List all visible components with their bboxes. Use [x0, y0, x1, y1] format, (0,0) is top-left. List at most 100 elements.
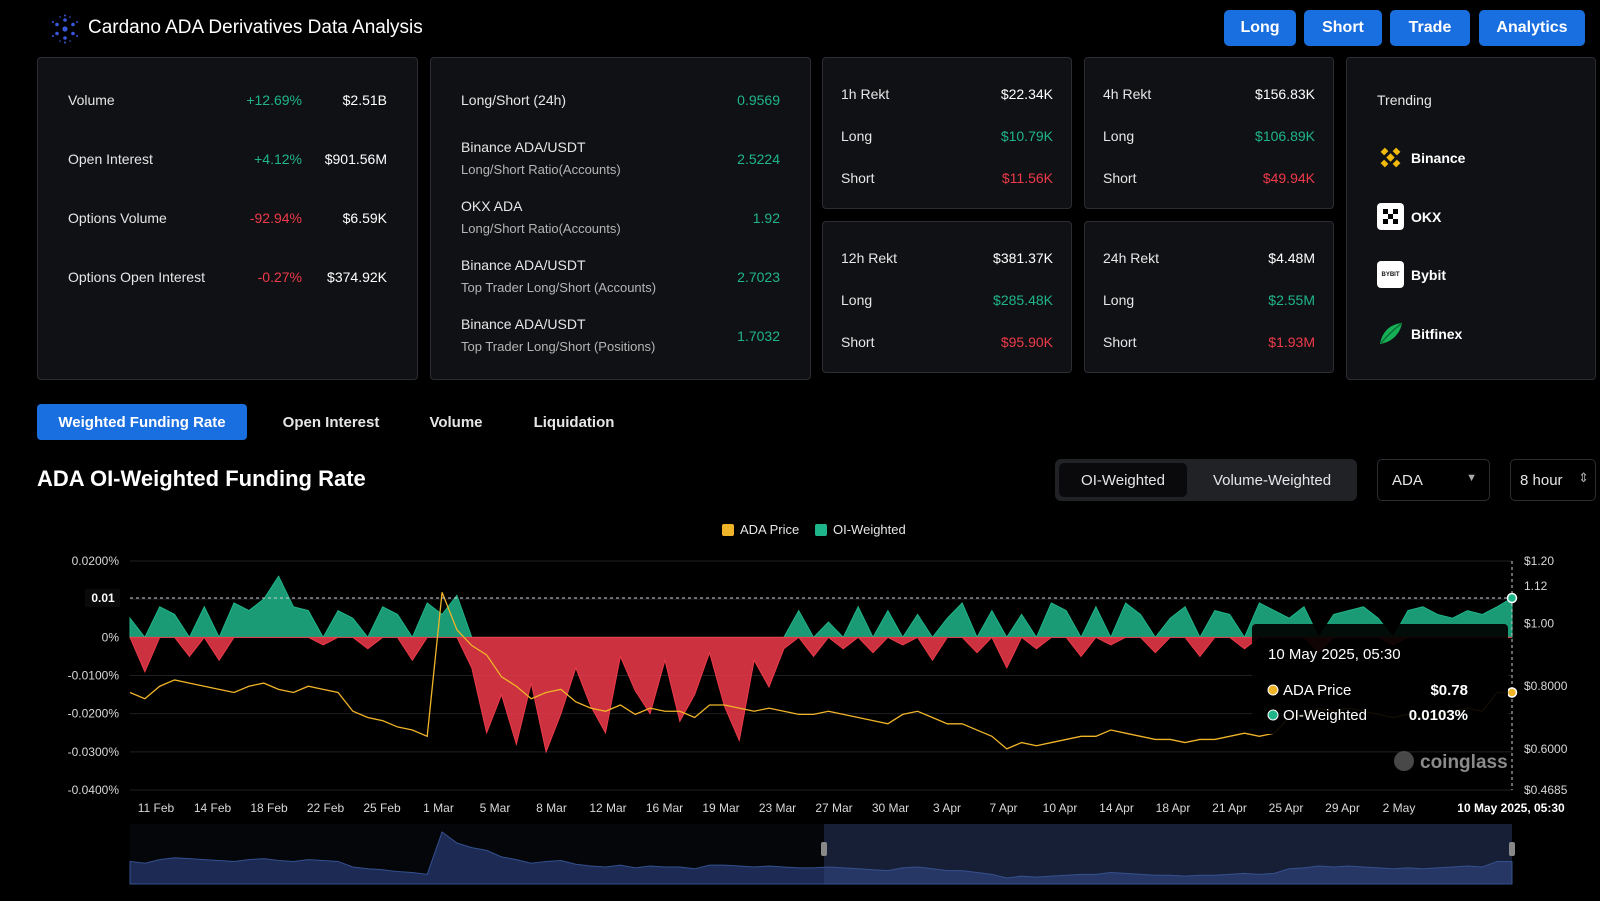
- rekt-short-value: $11.56K: [1001, 170, 1053, 186]
- legend-label: ADA Price: [740, 522, 800, 537]
- x-tick-label: 12 Mar: [589, 801, 626, 815]
- trade-button[interactable]: Trade: [1390, 10, 1470, 46]
- page-title: Cardano ADA Derivatives Data Analysis: [88, 17, 423, 38]
- ratio-sublabel: Top Trader Long/Short (Accounts): [461, 280, 657, 295]
- x-tick-label: 14 Apr: [1099, 801, 1134, 815]
- legend-label: OI-Weighted: [833, 522, 906, 537]
- rekt-long-label: Long: [841, 292, 873, 308]
- tooltip-box: [1252, 624, 1508, 734]
- ratio-label: Long/Short (24h): [461, 92, 567, 108]
- x-tick-label: 7 Apr: [989, 801, 1017, 815]
- rekt-total: $156.83K: [1255, 86, 1315, 102]
- y-right-tick-label: $0.8000: [1524, 679, 1568, 693]
- oi-weighted-hover-point: [1506, 592, 1518, 604]
- ratio-label: Binance ADA/USDT: [461, 316, 586, 332]
- y-right-tick-label: $0.4685: [1524, 783, 1568, 797]
- oi-weighted-toggle[interactable]: OI-Weighted: [1059, 463, 1187, 497]
- rekt-total: $381.37K: [993, 250, 1053, 266]
- tooltip-title: 10 May 2025, 05:30: [1268, 646, 1401, 663]
- y-left-tick-label: -0.0100%: [68, 669, 120, 683]
- tab-liquidation[interactable]: Liquidation: [533, 413, 615, 431]
- trending-item-bybit[interactable]: BYBIT Bybit: [1377, 261, 1446, 288]
- rekt-total: $4.48M: [1268, 250, 1315, 266]
- rekt-long-label: Long: [841, 128, 873, 144]
- x-tick-label: 30 Mar: [872, 801, 909, 815]
- navigator-right-handle: [1509, 842, 1515, 856]
- x-tick-label: 23 Mar: [759, 801, 796, 815]
- y-right-tick-label: $1.20: [1524, 554, 1554, 568]
- coin-select-value: ADA: [1392, 471, 1423, 489]
- volume-weighted-toggle[interactable]: Volume-Weighted: [1212, 471, 1332, 489]
- legend-item-oi[interactable]: OI-Weighted: [815, 522, 906, 537]
- x-tick-label: 27 Mar: [815, 801, 852, 815]
- chart-title: ADA OI-Weighted Funding Rate: [37, 466, 366, 491]
- rekt-card-4h: 4h Rekt $156.83K Long $106.89K Short $49…: [1084, 57, 1334, 209]
- tooltip-marker: [1267, 684, 1279, 696]
- rekt-card-12h: 12h Rekt $381.37K Long $285.48K Short $9…: [822, 221, 1072, 373]
- legend-item-price[interactable]: ADA Price: [722, 522, 799, 537]
- crosshair-left-label-bg: [85, 589, 120, 608]
- short-button[interactable]: Short: [1304, 10, 1382, 46]
- navigator-selected-range: [824, 824, 1512, 884]
- weighting-toggle: OI-Weighted Volume-Weighted: [1055, 459, 1357, 501]
- x-tick-label: 3 Apr: [933, 801, 961, 815]
- rekt-label: 4h Rekt: [1103, 86, 1152, 102]
- coin-select[interactable]: ADA ▼: [1377, 459, 1490, 501]
- ratio-sublabel: Top Trader Long/Short (Positions): [461, 339, 656, 354]
- stat-change: -92.94%: [249, 210, 302, 226]
- trending-item-label: OKX: [1411, 208, 1442, 225]
- rekt-short-value: $49.94K: [1262, 170, 1315, 186]
- y-left-tick-label: 0.0200%: [72, 554, 120, 568]
- trending-item-bitfinex[interactable]: Bitfinex: [1377, 320, 1462, 347]
- rekt-short-label: Short: [1103, 170, 1137, 186]
- rekt-card-24h: 24h Rekt $4.48M Long $2.55M Short $1.93M: [1084, 221, 1334, 373]
- okx-icon: [1377, 203, 1404, 230]
- trending-card: Trending Binance OKX BYBIT Bybit Bitfine…: [1346, 57, 1596, 380]
- rekt-long-value: $2.55M: [1268, 292, 1315, 308]
- tab-open-interest[interactable]: Open Interest: [282, 413, 380, 431]
- stat-value: $6.59K: [342, 210, 387, 226]
- cardano-logo-icon: [52, 14, 78, 44]
- rekt-short-value: $1.93M: [1268, 334, 1315, 350]
- x-tick-label: 22 Feb: [307, 801, 345, 815]
- analytics-button[interactable]: Analytics: [1479, 10, 1585, 46]
- tooltip-marker: [1267, 709, 1279, 721]
- rekt-long-value: $106.89K: [1255, 128, 1315, 144]
- rekt-long-value: $10.79K: [1000, 128, 1053, 144]
- rekt-total: $22.34K: [1000, 86, 1053, 102]
- rekt-long-label: Long: [1103, 292, 1135, 308]
- ratio-value: 0.9569: [737, 92, 780, 108]
- x-tick-label: 25 Feb: [363, 801, 401, 815]
- stat-label: Open Interest: [68, 151, 153, 167]
- stat-value: $2.51B: [342, 92, 387, 108]
- ada-price-hover-point: [1506, 687, 1518, 698]
- x-tick-label: 29 Apr: [1325, 801, 1360, 815]
- navigator-left-handle: [821, 842, 827, 856]
- crosshair-x-label-bg: [1448, 799, 1574, 817]
- y-left-tick-label: -0.0300%: [68, 745, 120, 759]
- trending-item-okx[interactable]: OKX: [1377, 203, 1441, 230]
- top-header: Cardano ADA Derivatives Data Analysis Lo…: [0, 0, 1600, 58]
- x-tick-label: 25 Apr: [1269, 801, 1304, 815]
- crosshair-x-label: 10 May 2025, 05:30: [1457, 801, 1565, 815]
- funding-rate-chart[interactable]: 0.0200%0.00%-0.0100%-0.0200%-0.0300%-0.0…: [0, 545, 1600, 901]
- y-right-tick-label: $1.00: [1524, 617, 1554, 631]
- stat-label: Options Open Interest: [68, 269, 205, 285]
- trending-item-binance[interactable]: Binance: [1377, 144, 1465, 171]
- navigator-series-area: [129, 831, 1513, 885]
- stat-value: $901.56M: [324, 151, 387, 167]
- interval-select[interactable]: 8 hour ⇕: [1510, 459, 1596, 501]
- tab-volume[interactable]: Volume: [429, 413, 483, 431]
- ratio-label: OKX ADA: [461, 198, 523, 214]
- tab-weighted-funding-rate[interactable]: Weighted Funding Rate: [37, 404, 247, 440]
- x-tick-label: 2 May: [1383, 801, 1416, 815]
- caret-down-icon: ▼: [1466, 472, 1477, 484]
- watermark: coinglass: [1420, 752, 1508, 773]
- trending-item-label: Bitfinex: [1411, 325, 1463, 342]
- interval-select-value: 8 hour: [1520, 471, 1563, 489]
- x-tick-label: 18 Feb: [250, 801, 288, 815]
- x-tick-label: 8 Mar: [536, 801, 567, 815]
- long-button[interactable]: Long: [1224, 10, 1296, 46]
- bybit-icon: BYBIT: [1377, 261, 1404, 288]
- x-tick-label: 16 Mar: [646, 801, 683, 815]
